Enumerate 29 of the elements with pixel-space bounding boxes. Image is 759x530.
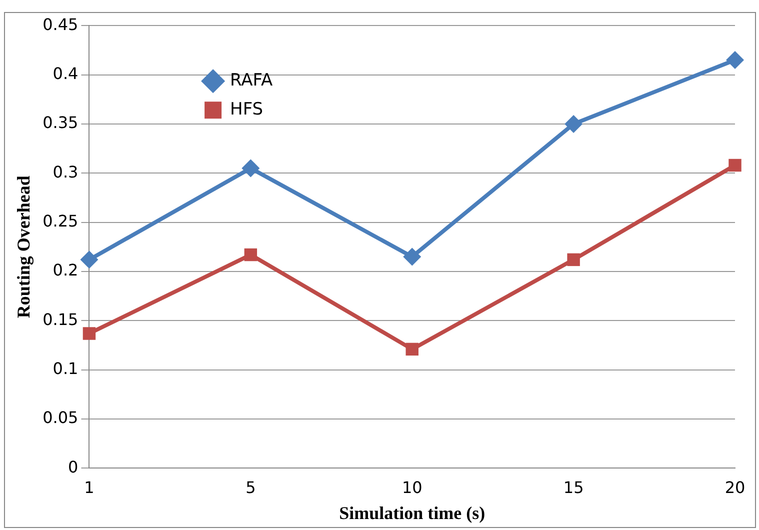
point xyxy=(82,327,96,340)
point xyxy=(244,248,258,262)
point xyxy=(728,158,742,172)
legend-label: HFS xyxy=(230,100,264,120)
x-tick-label: 1 xyxy=(84,478,94,497)
x-tick-label: 10 xyxy=(402,478,422,497)
legend-label: RAFA xyxy=(230,70,274,91)
x-tick-label: 15 xyxy=(563,478,584,497)
y-tick-label: 0.45 xyxy=(42,14,78,34)
y-tick-label: 0.3 xyxy=(52,162,78,182)
x-tick-label: 20 xyxy=(724,478,746,497)
x-tick-label: 5 xyxy=(246,478,256,497)
point xyxy=(567,253,580,266)
y-tick-label: 0.15 xyxy=(42,310,78,329)
y-tick-label: 0.2 xyxy=(52,260,78,280)
x-axis-title: Simulation time (s) xyxy=(339,502,486,523)
y-axis-title: Routing Overhead xyxy=(13,176,34,318)
y-tick-label: 0.35 xyxy=(42,113,78,132)
point xyxy=(80,250,98,269)
point xyxy=(726,51,744,70)
point xyxy=(242,159,260,178)
y-tick-label: 0 xyxy=(68,457,78,476)
point xyxy=(564,114,583,133)
y-tick-label: 0.25 xyxy=(42,211,78,230)
point xyxy=(403,248,422,266)
y-tick-label: 0.4 xyxy=(52,64,78,83)
y-tick-label: 0.05 xyxy=(42,408,78,428)
y-tick-label: 0.1 xyxy=(52,359,78,378)
point xyxy=(406,342,418,356)
